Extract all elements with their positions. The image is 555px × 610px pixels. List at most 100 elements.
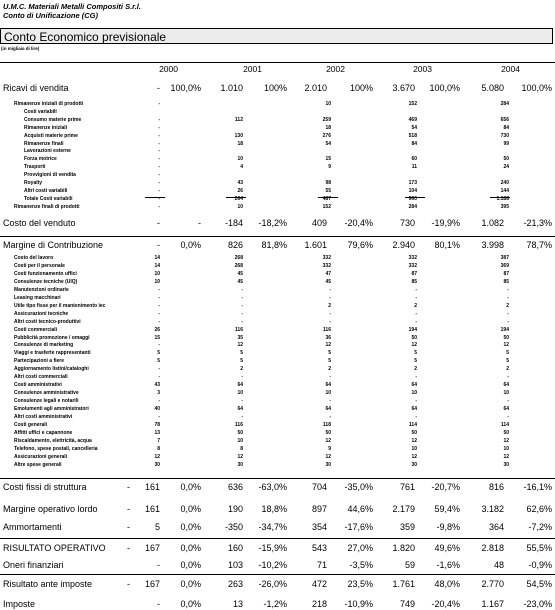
row-value: 48,0%: [434, 579, 460, 589]
row-value: 826: [227, 240, 243, 250]
year-2001: 2001: [243, 64, 262, 74]
major-row: Margine di Contribuzione - 0,0% 826 81,8% 1.6…: [0, 240, 555, 251]
row-value: 64: [503, 382, 509, 389]
row-value: -18,2%: [258, 218, 287, 228]
row-value: -: [158, 101, 160, 107]
row-value: -15,9%: [258, 543, 287, 553]
row-value: 264: [234, 195, 243, 202]
row-label: Margine di Contribuzione: [3, 240, 104, 250]
detail-row: Acquisti materie prime - 130 276 518 730: [0, 133, 555, 139]
row-label: Altri costi amministrativi: [14, 414, 73, 420]
row-value: 332: [408, 255, 417, 261]
detail-row: Costi generali 78 116 118 114 114: [0, 422, 555, 428]
row-value: 10: [237, 437, 243, 444]
row-value: 85: [503, 278, 509, 285]
row-value: -34,7%: [258, 522, 287, 532]
company-name: U.M.C. Materiali Metalli Compositi S.r.l…: [3, 2, 141, 11]
row-value: -: [241, 414, 243, 420]
page-title: Conto Economico previsionale: [0, 28, 553, 44]
row-value: 10: [411, 390, 417, 397]
row-label: Costi commerciali: [14, 326, 58, 333]
row-value: 3.670: [392, 83, 415, 93]
row-value: -17,6%: [344, 522, 373, 532]
row-value: 43: [237, 180, 243, 186]
row-value: 897: [311, 504, 327, 514]
row-value: 100,0%: [429, 83, 460, 93]
row-value: -: [507, 398, 509, 405]
row-value: -: [415, 318, 417, 325]
row-value: 12: [503, 437, 509, 444]
row-value: 268: [234, 255, 243, 261]
row-label: Costi per il personale: [14, 262, 65, 269]
row-value: -: [415, 414, 417, 420]
row-label: Pubblicità promozione / omaggi: [14, 334, 90, 341]
row-value: 8: [157, 445, 160, 452]
row-value: -21,3%: [523, 218, 552, 228]
row-value: 395: [500, 203, 509, 210]
row-value: 5: [157, 350, 160, 357]
row-value: 55: [325, 187, 331, 194]
row-label: Consulenze legali e notarili: [14, 398, 79, 405]
detail-row: Trasporti - 4 9 11 24: [0, 164, 555, 170]
row-value: 64: [325, 382, 331, 389]
row-value: 18: [325, 124, 331, 131]
row-value: 2.818: [481, 543, 504, 553]
row-value: -: [158, 180, 160, 186]
row-value: 10: [503, 445, 509, 452]
row-value: 409: [311, 218, 327, 228]
row-value: 263: [227, 579, 243, 589]
detail-row: Costo del lavoro 14 268 332 332 387: [0, 255, 555, 261]
major-row: Costi fissi di struttura - 161 0,0% 636 -63,0…: [0, 482, 555, 493]
row-value: 116: [322, 326, 331, 333]
major-row: Ammortamenti - 5 0,0% -350 -34,7% 354 -17,6% 359…: [0, 522, 555, 533]
row-value: 79,6%: [347, 240, 373, 250]
row-value: -: [158, 310, 160, 317]
row-value: 0,0%: [180, 599, 201, 609]
row-label: Riscaldamento, elettricità, acqua: [14, 437, 92, 444]
row-label: Costo del lavoro: [14, 255, 54, 261]
detail-row: Provvigioni di vendita -: [0, 172, 555, 178]
row-value: 636: [227, 482, 243, 492]
year-2004: 2004: [501, 64, 520, 74]
detail-row: Pubblicità promozione / omaggi 15 35 36 50 50: [0, 335, 555, 341]
row-value: -: [415, 286, 417, 293]
row-value: -26,0%: [258, 579, 287, 589]
row-value: 64: [237, 382, 243, 389]
row-value: 40: [154, 406, 160, 413]
row-value: 332: [408, 262, 417, 269]
detail-row: Royalty - 43 98 173 240: [0, 180, 555, 186]
row-value: 4: [240, 164, 243, 171]
row-value: -: [158, 172, 160, 179]
major-row: Risultato ante imposte - 167 0,0% 263 -26,0% 4…: [0, 579, 555, 590]
detail-row: Consulenze di marketing - 12 12 12 12: [0, 342, 555, 348]
row-value: 15: [325, 156, 331, 163]
row-value: 45: [325, 278, 331, 285]
row-value: 0,0%: [180, 482, 201, 492]
row-value: -: [158, 302, 160, 309]
row-value: 112: [234, 116, 243, 123]
row-label: Utile tipo fisse per il mantenimento iec: [14, 302, 106, 309]
row-value: 160: [227, 543, 243, 553]
row-value: 64: [325, 406, 331, 413]
row-value: -: [158, 318, 160, 325]
row-value: 816: [488, 482, 504, 492]
row-value: 104: [408, 187, 417, 194]
row-value: -: [158, 195, 160, 202]
row-value: 173: [408, 180, 417, 186]
row-label: Rimanenze iniziali: [24, 124, 68, 131]
row-value: 194: [500, 326, 509, 333]
row-value: 23,5%: [347, 579, 373, 589]
row-value: 62,6%: [526, 504, 552, 514]
detail-row: Altri costi commerciali - - - - -: [0, 374, 555, 380]
row-value: 12: [411, 437, 417, 444]
row-value: 78,7%: [526, 240, 552, 250]
row-label: Totale Costi variabili: [24, 195, 73, 202]
row-value: 45: [237, 270, 243, 277]
row-value: -: [157, 599, 160, 609]
row-label: Aggiornamento listini/cataloghi: [14, 366, 89, 373]
row-value: 45: [237, 278, 243, 285]
row-value: 14: [154, 255, 160, 261]
year-2003: 2003: [413, 64, 432, 74]
row-label: Costi funzionamento uffici: [14, 270, 77, 277]
row-value: 50: [503, 429, 509, 436]
